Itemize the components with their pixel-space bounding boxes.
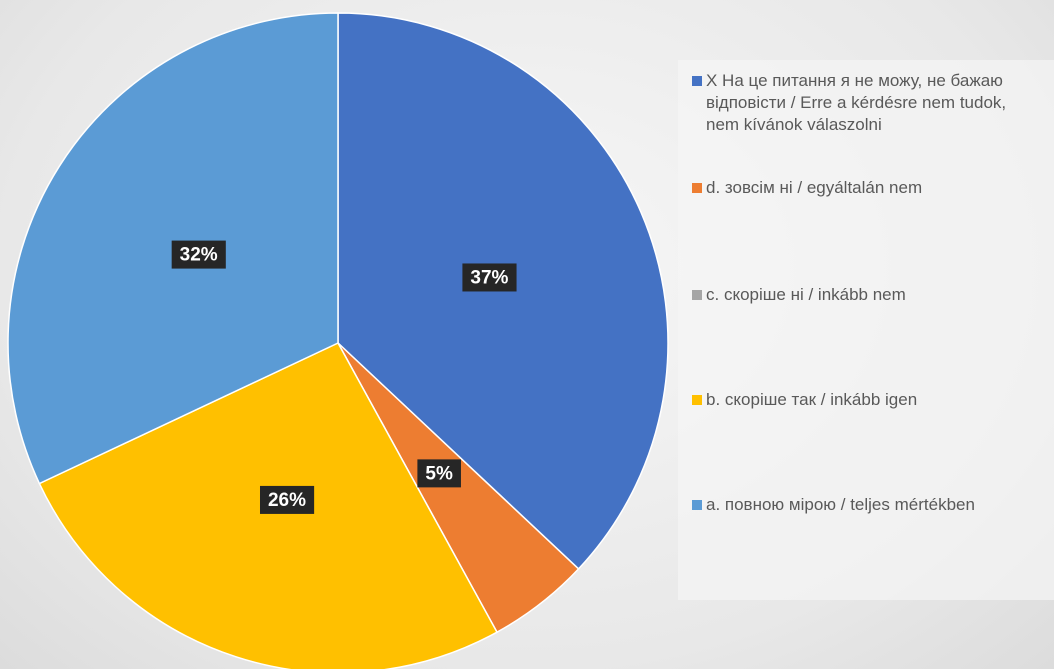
legend: X На це питання я не можу, не бажаю відп… — [678, 60, 1054, 600]
data-label-box — [171, 240, 226, 269]
legend-swatch — [692, 500, 702, 510]
legend-label: d. зовсім ні / egyáltalán nem — [706, 178, 923, 197]
legend-swatch — [692, 395, 702, 405]
data-label: 32% — [171, 240, 226, 269]
legend-swatch — [692, 290, 702, 300]
data-label: 26% — [259, 485, 315, 514]
legend-label: a. повною мірою / teljes mértékben — [706, 495, 975, 514]
legend-label: X На це питання я не можу, не бажаю відп… — [706, 71, 1007, 134]
data-label-text: 32% — [180, 245, 218, 266]
data-label-text: 37% — [470, 267, 508, 288]
data-label-text: 5% — [425, 463, 453, 484]
legend-swatch — [692, 183, 702, 193]
pie-area: 37% 5% 26% 32% — [7, 12, 669, 669]
data-label-box — [462, 263, 517, 292]
legend-label: c. скоріше ні / inkább nem — [706, 285, 906, 304]
legend-swatch — [692, 76, 702, 86]
data-label: 5% — [417, 459, 461, 488]
data-label-box — [417, 459, 461, 488]
data-label: 37% — [462, 263, 517, 292]
data-label-box — [259, 485, 315, 514]
legend-label: b. скоріше так / inkább igen — [706, 390, 918, 409]
data-label-text: 26% — [268, 490, 306, 511]
